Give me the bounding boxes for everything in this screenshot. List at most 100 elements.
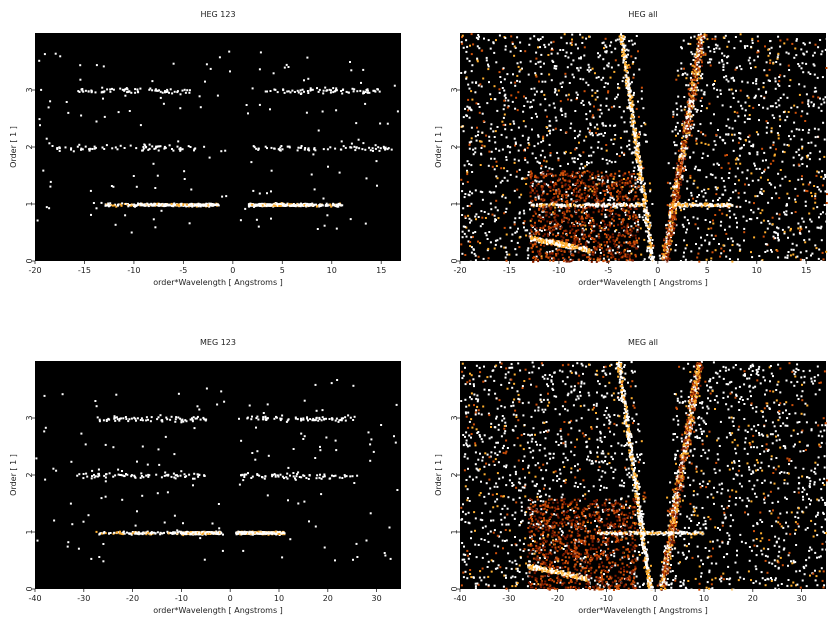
data-point xyxy=(523,96,525,98)
data-point xyxy=(559,165,561,167)
data-point xyxy=(800,115,802,117)
data-point xyxy=(472,232,474,234)
data-point xyxy=(147,149,149,151)
data-point xyxy=(641,90,643,92)
data-point xyxy=(613,243,615,245)
data-point xyxy=(597,96,599,98)
data-point xyxy=(723,244,725,246)
data-point xyxy=(637,143,639,145)
data-point xyxy=(653,260,655,262)
data-point xyxy=(626,145,628,147)
data-point xyxy=(528,144,530,146)
data-point xyxy=(495,161,497,163)
data-point xyxy=(814,193,816,195)
data-point xyxy=(330,206,332,208)
data-point xyxy=(46,206,48,208)
data-point xyxy=(804,86,806,88)
data-point xyxy=(720,93,722,95)
data-point xyxy=(676,163,678,165)
data-point xyxy=(617,83,619,85)
data-point xyxy=(744,47,746,49)
data-point xyxy=(270,218,272,220)
data-point xyxy=(626,131,628,133)
data-point xyxy=(131,232,133,234)
data-point xyxy=(631,106,633,108)
data-point xyxy=(322,92,324,94)
data-point xyxy=(665,249,667,251)
data-point xyxy=(629,108,631,110)
data-point xyxy=(301,145,303,147)
data-point xyxy=(603,135,605,137)
data-point xyxy=(818,171,820,173)
data-point xyxy=(633,131,635,133)
data-point xyxy=(161,203,163,205)
data-point xyxy=(720,225,722,227)
data-point xyxy=(518,127,520,129)
data-point xyxy=(582,78,584,80)
data-point xyxy=(684,167,686,169)
data-point xyxy=(497,126,499,128)
data-point xyxy=(825,251,827,253)
data-point xyxy=(39,124,41,126)
data-point xyxy=(582,100,584,102)
data-point xyxy=(645,222,647,224)
data-point xyxy=(753,236,755,238)
data-point xyxy=(721,52,723,54)
data-point xyxy=(678,184,680,186)
data-point xyxy=(594,72,596,74)
data-point xyxy=(690,51,692,53)
data-point xyxy=(519,211,521,213)
data-point xyxy=(525,97,527,99)
data-point xyxy=(633,92,635,94)
data-point xyxy=(786,116,788,118)
data-point xyxy=(793,157,795,159)
data-point xyxy=(489,93,491,95)
data-point xyxy=(258,226,260,228)
data-point xyxy=(767,167,769,169)
data-point xyxy=(557,157,559,159)
data-point xyxy=(659,255,661,257)
data-point xyxy=(584,225,586,227)
data-point xyxy=(509,151,511,153)
data-point xyxy=(752,180,754,182)
data-point xyxy=(770,249,772,251)
data-point xyxy=(823,102,825,104)
data-point xyxy=(349,61,351,63)
data-point xyxy=(791,249,793,251)
data-point xyxy=(795,54,797,56)
data-point xyxy=(605,51,607,53)
data-point xyxy=(700,54,702,56)
data-point xyxy=(720,221,722,223)
data-point xyxy=(789,79,791,81)
data-point xyxy=(748,201,750,203)
data-point xyxy=(715,47,717,49)
data-point xyxy=(743,216,745,218)
data-point xyxy=(723,37,725,39)
data-point xyxy=(684,106,686,108)
data-point xyxy=(594,126,596,128)
data-point xyxy=(574,157,576,159)
data-point xyxy=(668,237,670,239)
data-point xyxy=(770,130,772,132)
data-point xyxy=(500,167,502,169)
data-point xyxy=(495,244,497,246)
data-point xyxy=(336,204,338,206)
data-point xyxy=(67,112,69,114)
data-point xyxy=(467,84,469,86)
data-point xyxy=(507,107,509,109)
data-point xyxy=(784,119,786,121)
data-point xyxy=(623,154,625,156)
data-point xyxy=(469,245,471,247)
data-point xyxy=(503,67,505,69)
data-point xyxy=(467,181,469,183)
data-point xyxy=(464,226,466,228)
data-point xyxy=(678,181,680,183)
data-point xyxy=(645,218,647,220)
data-point xyxy=(538,233,540,235)
data-point xyxy=(464,196,466,198)
data-point xyxy=(741,147,743,149)
data-point xyxy=(649,242,651,244)
data-point xyxy=(626,248,628,250)
data-point xyxy=(650,234,652,236)
data-point xyxy=(578,142,580,144)
